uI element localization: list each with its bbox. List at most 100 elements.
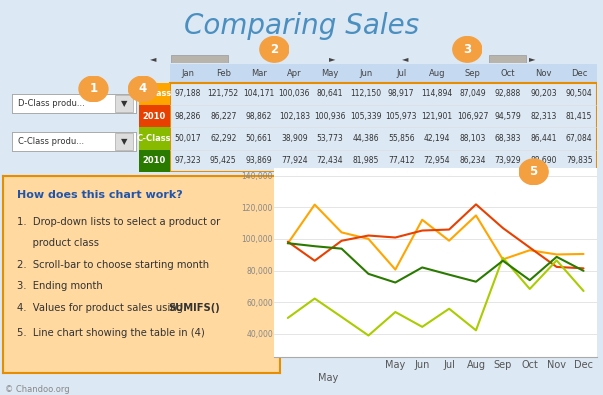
Text: 97,188: 97,188 [174, 90, 201, 98]
Text: 93,869: 93,869 [245, 156, 272, 165]
Bar [489, 55, 526, 63]
Text: Jun: Jun [359, 69, 372, 78]
Text: C-Class produ...: C-Class produ... [18, 137, 84, 146]
Text: 106,927: 106,927 [456, 112, 488, 121]
Text: 81,415: 81,415 [566, 112, 592, 121]
Bar [139, 127, 170, 150]
Text: D-Class produ...: D-Class produ... [18, 99, 85, 107]
Text: SUMIFS(): SUMIFS() [168, 303, 220, 313]
Legend: D-Class products, 2009, 2010, C-Class products, 2009, 2010: D-Class products, 2009, 2010, C-Class pr… [241, 391, 534, 395]
Text: 102,183: 102,183 [279, 112, 310, 121]
Text: 88,103: 88,103 [459, 134, 485, 143]
Text: ►: ► [529, 55, 535, 63]
Text: Jan: Jan [181, 69, 194, 78]
Circle shape [128, 76, 157, 102]
Text: ◄: ◄ [150, 55, 156, 63]
Text: ►: ► [329, 55, 336, 63]
Text: Comparing Sales: Comparing Sales [184, 12, 419, 40]
Text: 86,234: 86,234 [459, 156, 485, 165]
Text: 100,936: 100,936 [314, 112, 346, 121]
Circle shape [519, 159, 548, 184]
Text: 42,194: 42,194 [423, 134, 450, 143]
Text: 105,973: 105,973 [385, 112, 417, 121]
Text: 94,579: 94,579 [494, 112, 522, 121]
Text: 97,323: 97,323 [174, 156, 201, 165]
Text: 55,856: 55,856 [388, 134, 414, 143]
Text: 72,954: 72,954 [423, 156, 450, 165]
Text: 79,835: 79,835 [566, 156, 593, 165]
Text: ▼: ▼ [121, 137, 127, 146]
Text: product class: product class [17, 238, 99, 248]
Text: Sep: Sep [464, 69, 481, 78]
Circle shape [453, 37, 482, 62]
Text: 95,425: 95,425 [210, 156, 236, 165]
Text: 82,313: 82,313 [531, 112, 557, 121]
Text: 112,150: 112,150 [350, 90, 381, 98]
Text: 67,084: 67,084 [566, 134, 593, 143]
Text: 4.  Values for product sales using: 4. Values for product sales using [17, 303, 186, 313]
Text: 77,412: 77,412 [388, 156, 414, 165]
Bar [139, 150, 170, 172]
Text: 104,171: 104,171 [243, 90, 274, 98]
Text: 80,641: 80,641 [317, 90, 343, 98]
Circle shape [260, 37, 289, 62]
Text: 87,049: 87,049 [459, 90, 485, 98]
Text: ▼: ▼ [121, 99, 127, 107]
Text: Feb: Feb [216, 69, 231, 78]
Text: 2010: 2010 [143, 156, 166, 165]
Text: 114,894: 114,894 [421, 90, 452, 98]
Text: 4: 4 [139, 83, 147, 95]
Text: Nov: Nov [535, 69, 552, 78]
Bar [171, 55, 227, 63]
Text: 90,504: 90,504 [566, 90, 593, 98]
Text: 3: 3 [463, 43, 472, 56]
Text: 50,017: 50,017 [174, 134, 201, 143]
Text: 68,383: 68,383 [494, 134, 521, 143]
Text: 121,901: 121,901 [421, 112, 452, 121]
Text: 86,441: 86,441 [530, 134, 557, 143]
Text: Apr: Apr [287, 69, 302, 78]
Text: 5.  Line chart showing the table in (4): 5. Line chart showing the table in (4) [17, 328, 204, 338]
Text: 38,909: 38,909 [281, 134, 308, 143]
Text: Aug: Aug [429, 69, 445, 78]
Bar [115, 94, 133, 112]
Text: 100,036: 100,036 [279, 90, 310, 98]
Text: Dec: Dec [571, 69, 587, 78]
Text: 105,339: 105,339 [350, 112, 381, 121]
Text: 62,292: 62,292 [210, 134, 236, 143]
Text: 53,773: 53,773 [317, 134, 343, 143]
Text: 73,929: 73,929 [494, 156, 522, 165]
Circle shape [79, 76, 108, 102]
Text: 44,386: 44,386 [352, 134, 379, 143]
Text: 98,862: 98,862 [245, 112, 272, 121]
Text: 81,985: 81,985 [352, 156, 379, 165]
Text: 1: 1 [89, 83, 98, 95]
Bar [139, 83, 170, 105]
Bar [170, 64, 597, 83]
Text: 3.  Ending month: 3. Ending month [17, 281, 103, 292]
Text: 121,752: 121,752 [207, 90, 239, 98]
Text: 86,227: 86,227 [210, 112, 236, 121]
Text: May: May [321, 69, 339, 78]
Text: Oct: Oct [500, 69, 515, 78]
Text: 90,203: 90,203 [530, 90, 557, 98]
Text: 1.  Drop-down lists to select a product or: 1. Drop-down lists to select a product o… [17, 217, 220, 227]
Text: 2.  Scroll-bar to choose starting month: 2. Scroll-bar to choose starting month [17, 260, 209, 270]
Text: 50,661: 50,661 [245, 134, 272, 143]
Text: 98,286: 98,286 [174, 112, 201, 121]
Text: 5: 5 [529, 166, 538, 178]
Text: 2010: 2010 [143, 112, 166, 121]
Text: May: May [318, 372, 338, 383]
Text: © Chandoo.org: © Chandoo.org [5, 385, 69, 394]
Text: Jul: Jul [396, 69, 406, 78]
Text: 98,917: 98,917 [388, 90, 414, 98]
Text: How does this chart work?: How does this chart work? [17, 190, 183, 199]
Bar [170, 83, 597, 172]
Text: 77,924: 77,924 [281, 156, 308, 165]
Text: ◄: ◄ [402, 55, 409, 63]
Text: Mar: Mar [251, 69, 267, 78]
Bar [115, 133, 133, 150]
Bar [139, 105, 170, 127]
Text: 2: 2 [270, 43, 279, 56]
Text: 92,888: 92,888 [495, 90, 521, 98]
